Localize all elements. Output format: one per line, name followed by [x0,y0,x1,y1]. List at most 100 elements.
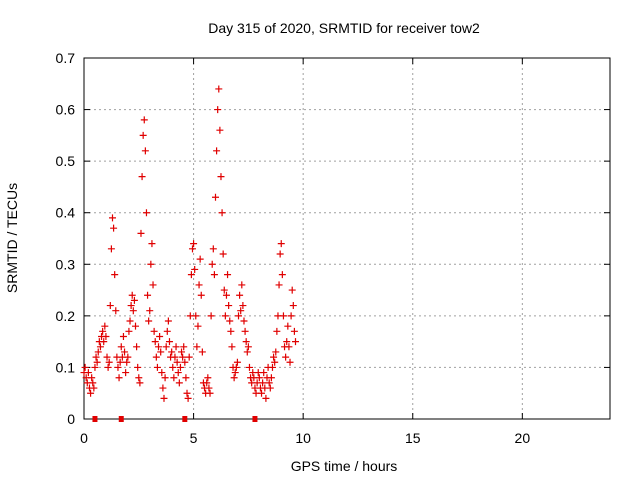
data-point [213,147,221,155]
data-point [142,209,150,217]
data-point [242,338,250,346]
data-point [125,327,133,335]
data-point [230,374,238,382]
data-point [103,353,111,361]
data-point [100,338,108,346]
gap-marker [118,416,124,422]
data-point [182,374,190,382]
data-point [187,271,195,279]
data-point [283,338,291,346]
data-point [162,343,170,351]
x-tick-label: 5 [190,430,198,446]
data-point [194,322,202,330]
data-point [127,302,135,310]
data-point [115,374,123,382]
data-point [94,348,102,356]
data-point [221,312,229,320]
data-point [155,343,163,351]
data-point [117,343,125,351]
data-point [138,173,146,181]
data-point [192,312,200,320]
data-point [241,327,249,335]
data-point [172,343,180,351]
data-point [179,353,187,361]
data-point [151,338,159,346]
data-point [121,348,129,356]
data-point [164,317,172,325]
tick-labels: 0 0.1 0.2 0.3 0.4 0.5 0.6 0.7 0 5 10 15 20 [56,50,531,446]
data-point [210,271,218,279]
data-point [175,379,183,387]
data-point [195,281,203,289]
data-point [135,374,143,382]
data-point [255,374,263,382]
data-point [266,384,274,392]
data-point [285,343,293,351]
x-tick-label: 15 [405,430,421,446]
data-point [173,358,181,366]
data-point [123,358,131,366]
data-point [282,353,290,361]
data-point [159,384,167,392]
data-point [93,358,101,366]
data-point [231,369,239,377]
data-point [215,85,223,93]
data-point [286,358,294,366]
data-point [180,343,188,351]
plot-frame [83,57,611,420]
data-point [149,281,157,289]
data-point [147,260,155,268]
data-point [284,322,292,330]
gap-marker [252,416,258,422]
data-gap-markers [92,416,258,422]
data-point [290,327,298,335]
data-point [206,389,214,397]
data-point [259,379,267,387]
axes [83,57,611,420]
data-point [218,209,226,217]
y-tick-label: 0.1 [56,359,76,375]
data-point [184,394,192,402]
data-point [272,348,280,356]
grid-lines [84,58,610,419]
data-point [220,286,228,294]
data-point [122,369,130,377]
data-point [160,394,168,402]
data-point [279,312,287,320]
data-point [208,260,216,268]
data-point [222,291,230,299]
data-point [137,229,145,237]
x-tick-label: 20 [515,430,531,446]
data-point [181,358,189,366]
data-point [134,363,142,371]
data-point [124,353,132,361]
data-point [140,116,148,124]
data-point [174,369,182,377]
x-tick-label: 10 [295,430,311,446]
data-point [289,302,297,310]
data-point [102,332,110,340]
y-tick-label: 0.7 [56,50,76,66]
gap-marker [182,416,188,422]
data-point [198,348,206,356]
data-point [224,271,232,279]
data-point [278,271,286,279]
data-point [185,353,193,361]
data-point [101,322,109,330]
data-point [244,343,252,351]
y-tick-label: 0.3 [56,256,76,272]
data-point [105,358,113,366]
data-point [106,302,114,310]
data-point [216,126,224,134]
data-point [219,250,227,258]
y-tick-label: 0.6 [56,102,76,118]
gap-marker [92,416,98,422]
data-point [165,338,173,346]
data-point [275,281,283,289]
data-point [129,307,137,315]
data-point [161,374,169,382]
data-point [205,384,213,392]
data-point [90,384,98,392]
data-point [237,307,245,315]
